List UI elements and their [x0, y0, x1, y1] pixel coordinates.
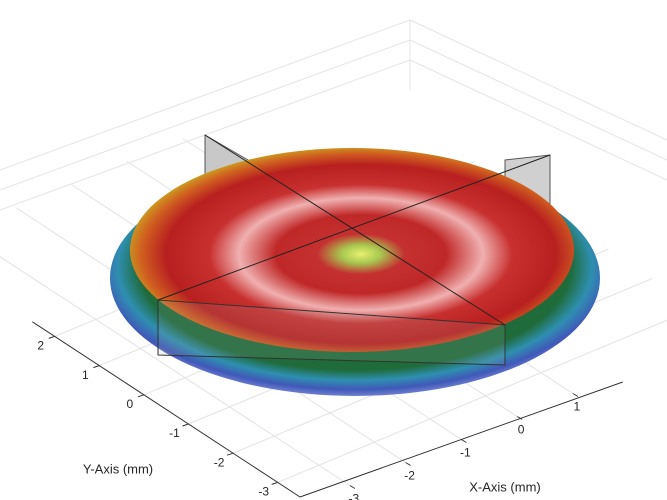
y-axis-label: Y-Axis (mm) [83, 461, 153, 476]
y-tick-label: 0 [127, 397, 134, 411]
y-tick-label: -2 [214, 455, 225, 469]
x-tick [349, 485, 356, 489]
y-axis [32, 321, 301, 498]
x-tick-label: -1 [460, 446, 471, 460]
surface [130, 148, 574, 352]
y-tick [182, 423, 189, 427]
y-tick-label: -3 [258, 485, 269, 499]
y-tick [93, 365, 100, 369]
x-tick [516, 416, 523, 420]
x-tick-label: -2 [404, 469, 415, 483]
section-line [204, 134, 506, 326]
x-tick-label: 0 [518, 423, 525, 437]
y-tick-label: 1 [82, 368, 89, 382]
y-tick [137, 394, 145, 398]
x-tick [405, 462, 411, 466]
x-tick-label: -3 [349, 492, 360, 500]
x-tick [461, 439, 467, 443]
y-tick [226, 452, 234, 456]
y-tick [271, 481, 278, 485]
grid-line [277, 319, 667, 483]
x-tick [572, 393, 579, 397]
y-tick-label: 2 [37, 339, 44, 353]
section-line [157, 154, 551, 301]
x-axis-label: X-Axis (mm) [469, 479, 541, 494]
grid-line [0, 256, 351, 486]
section-plane [157, 299, 506, 366]
y-tick-label: -1 [169, 426, 180, 440]
y-tick [48, 335, 55, 339]
x-tick-label: 1 [574, 400, 581, 414]
